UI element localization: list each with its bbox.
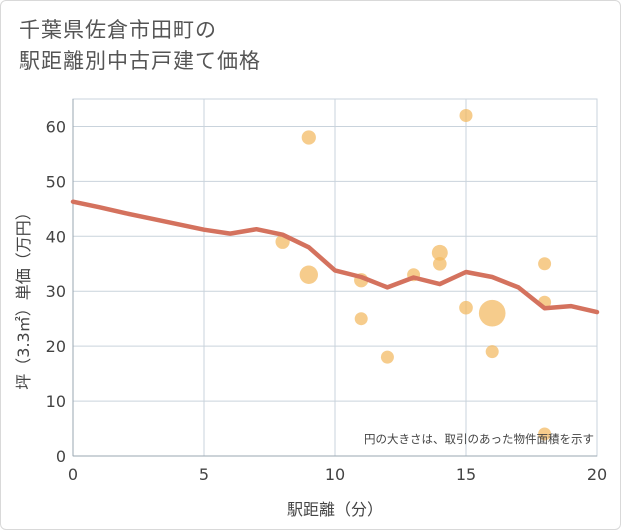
y-tick-label: 20 — [46, 337, 66, 356]
x-tick-label: 20 — [587, 465, 607, 484]
bubble — [354, 312, 368, 326]
bubble — [301, 130, 316, 145]
bubble — [299, 265, 318, 284]
title-line-2: 駅距離別中古戸建て価格 — [19, 49, 261, 73]
bubble — [432, 256, 447, 271]
x-tick-label: 15 — [456, 465, 476, 484]
y-tick-label: 10 — [46, 392, 66, 411]
trend-line — [70, 199, 600, 315]
x-axis-label: 駅距離（分） — [287, 500, 383, 519]
y-tick-label: 60 — [46, 117, 66, 136]
y-tick-labels: 0 10 20 30 40 50 60 — [46, 117, 66, 466]
x-tick-label: 5 — [199, 465, 209, 484]
bubble — [459, 108, 473, 122]
y-tick-label: 50 — [46, 172, 66, 191]
grid — [72, 98, 598, 457]
y-axis-label: 坪（3.3㎡）単価（万円） — [14, 204, 33, 389]
x-tick-label: 0 — [68, 465, 78, 484]
chart-title: 千葉県佐倉市田町の 駅距離別中古戸建て価格 — [19, 15, 261, 77]
y-tick-label: 30 — [46, 282, 66, 301]
bubble — [538, 257, 552, 271]
bubble — [478, 299, 506, 327]
bubble — [538, 427, 552, 441]
y-tick-label: 40 — [46, 227, 66, 246]
bubble — [380, 350, 394, 364]
x-tick-labels: 0 5 10 15 20 — [68, 465, 607, 484]
x-tick-label: 10 — [325, 465, 345, 484]
bubble — [459, 300, 473, 315]
bubble — [485, 345, 499, 359]
y-tick-label: 0 — [56, 447, 66, 466]
bubbles — [275, 108, 552, 441]
title-line-1: 千葉県佐倉市田町の — [19, 18, 217, 42]
size-note: 円の大きさは、取引のあった物件面積を示す — [364, 432, 594, 446]
bubble — [431, 244, 448, 261]
